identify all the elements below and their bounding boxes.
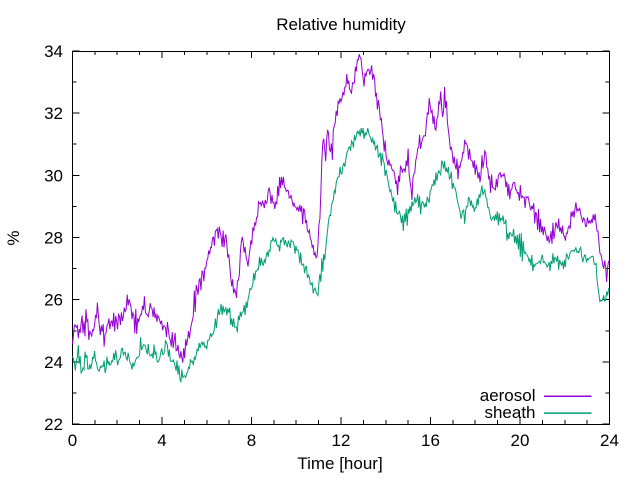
svg-text:%: % (4, 230, 23, 245)
svg-text:24: 24 (44, 353, 63, 372)
svg-text:30: 30 (44, 166, 63, 185)
svg-text:8: 8 (247, 431, 256, 450)
svg-text:16: 16 (421, 431, 440, 450)
svg-text:Time [hour]: Time [hour] (297, 454, 382, 473)
svg-text:20: 20 (511, 431, 530, 450)
svg-text:aerosol: aerosol (480, 386, 536, 405)
svg-text:22: 22 (44, 415, 63, 434)
svg-text:28: 28 (44, 229, 63, 248)
svg-text:24: 24 (600, 431, 619, 450)
svg-text:26: 26 (44, 291, 63, 310)
svg-text:0: 0 (68, 431, 77, 450)
svg-text:34: 34 (44, 42, 63, 61)
svg-text:4: 4 (157, 431, 166, 450)
svg-text:12: 12 (332, 431, 351, 450)
svg-text:32: 32 (44, 104, 63, 123)
svg-text:sheath: sheath (484, 403, 535, 422)
svg-text:Relative humidity: Relative humidity (276, 15, 406, 34)
